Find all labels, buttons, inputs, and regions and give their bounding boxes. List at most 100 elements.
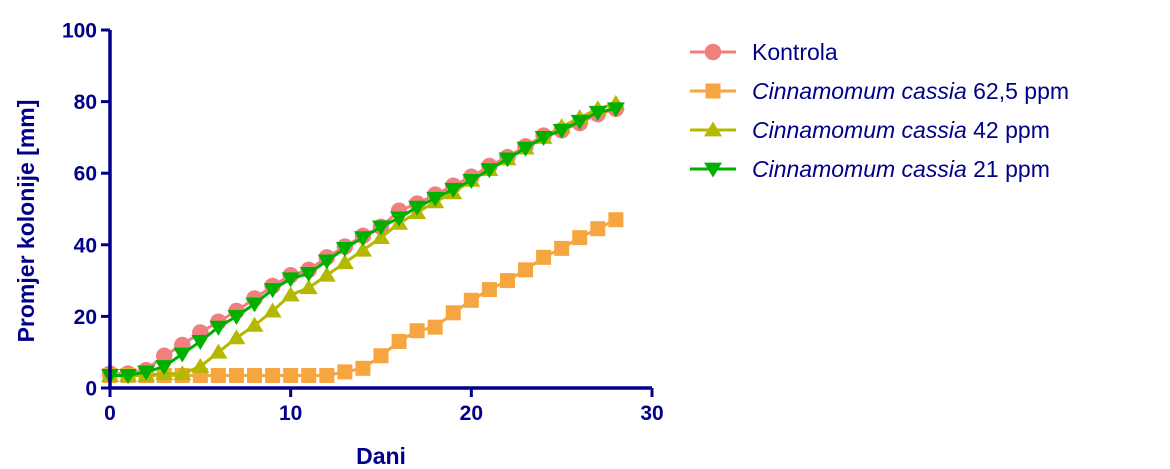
legend-label: Cinnamomum cassia 21 ppm — [752, 156, 1050, 182]
data-point-c625 — [391, 333, 407, 349]
legend-label: Cinnamomum cassia 62,5 ppm — [752, 78, 1069, 104]
x-tick-label: 30 — [640, 402, 663, 425]
data-point-c21 — [119, 369, 138, 385]
data-point-c625 — [518, 262, 534, 278]
data-point-c21 — [263, 283, 282, 299]
data-point-c21 — [534, 130, 553, 146]
data-point-c21 — [227, 309, 246, 325]
plot-area — [101, 94, 625, 385]
data-point-c625 — [373, 348, 389, 364]
y-tick-label: 60 — [74, 163, 97, 186]
data-point-c21 — [588, 105, 607, 121]
legend-item-c42: Cinnamomum cassia 42 ppm — [690, 117, 1050, 143]
data-point-c42 — [191, 357, 210, 373]
data-point-c625 — [265, 367, 281, 383]
x-tick-label: 10 — [279, 402, 302, 425]
data-point-c625 — [355, 360, 371, 376]
data-point-c42 — [299, 279, 318, 295]
y-tick-label: 0 — [85, 378, 97, 401]
data-point-c21 — [552, 123, 571, 139]
data-point-c42 — [335, 254, 354, 270]
data-point-c21 — [353, 231, 372, 247]
legend-label: Cinnamomum cassia 42 ppm — [752, 117, 1050, 143]
data-point-c21 — [209, 320, 228, 336]
data-point-c21 — [444, 182, 463, 198]
data-point-c21 — [498, 152, 517, 168]
legend-label-concentration: 21 ppm — [967, 156, 1050, 182]
data-point-c21 — [462, 173, 481, 189]
data-point-c21 — [335, 241, 354, 257]
data-point-c625 — [427, 319, 443, 335]
legend-label-species: Cinnamomum cassia — [752, 156, 967, 182]
data-point-c21 — [281, 272, 300, 288]
legend-label-concentration: 42 ppm — [967, 117, 1050, 143]
axes: 0 10 20 30 0 20 40 60 80 100 — [62, 20, 664, 426]
data-point-c21 — [137, 365, 156, 381]
data-point-c42 — [245, 316, 264, 332]
y-tick-label: 20 — [74, 306, 97, 329]
legend-item-c625: Cinnamomum cassia 62,5 ppm — [690, 78, 1069, 104]
data-point-c21 — [299, 267, 318, 282]
data-point-c21 — [317, 254, 336, 270]
legend-item-kontrola: Kontrola — [690, 39, 838, 65]
data-point-c42 — [173, 365, 192, 381]
data-point-c21 — [155, 360, 174, 376]
data-point-c625 — [608, 212, 624, 228]
legend-swatch-marker — [705, 83, 721, 99]
data-point-c21 — [390, 211, 409, 227]
data-point-c21 — [191, 335, 210, 351]
legend-label-concentration: 62,5 ppm — [967, 78, 1069, 104]
data-point-c625 — [210, 367, 226, 383]
data-point-c21 — [516, 141, 535, 157]
data-point-c625 — [337, 364, 353, 380]
y-axis-title: Promjer kolonije [mm] — [13, 100, 39, 343]
data-point-c42 — [227, 329, 246, 345]
data-point-c21 — [480, 163, 499, 179]
data-point-c625 — [463, 292, 479, 308]
data-point-c625 — [481, 282, 497, 298]
y-tick-label: 100 — [62, 20, 97, 43]
data-point-c625 — [301, 367, 317, 383]
x-axis-title: Dani — [356, 443, 406, 469]
y-tick-label: 40 — [74, 234, 97, 257]
data-point-c625 — [228, 367, 244, 383]
data-point-c42 — [281, 286, 300, 302]
data-point-c21 — [606, 102, 625, 118]
data-point-c625 — [445, 305, 461, 321]
data-point-c21 — [408, 200, 427, 216]
data-point-c625 — [319, 367, 335, 383]
series-c21 — [101, 102, 625, 385]
data-point-c21 — [372, 220, 390, 236]
legend-swatch-marker — [704, 43, 722, 61]
data-point-c625 — [283, 367, 299, 383]
legend-label-text: Kontrola — [752, 39, 838, 65]
data-point-c21 — [426, 191, 445, 207]
legend-swatch-marker — [704, 162, 722, 178]
y-tick-label: 80 — [74, 91, 97, 114]
data-point-kontrola — [155, 347, 173, 365]
data-point-c21 — [245, 297, 264, 313]
x-tick-label: 0 — [104, 402, 116, 425]
data-point-c42 — [353, 241, 372, 257]
data-point-c21 — [570, 114, 589, 130]
legend-item-c21: Cinnamomum cassia 21 ppm — [690, 156, 1050, 182]
data-point-c625 — [554, 240, 570, 256]
legend-label: Kontrola — [752, 39, 838, 65]
data-point-c42 — [317, 266, 336, 282]
legend-label-species: Cinnamomum cassia — [752, 117, 967, 143]
data-point-c625 — [499, 273, 515, 289]
data-point-c625 — [409, 323, 425, 339]
data-point-c21 — [173, 347, 192, 363]
data-point-c625 — [572, 230, 588, 246]
data-point-c42 — [372, 229, 390, 245]
data-point-c42 — [263, 302, 282, 318]
x-tick-label: 20 — [460, 402, 483, 425]
data-point-c625 — [536, 249, 552, 265]
legend-swatch-marker — [704, 121, 722, 137]
data-point-c42 — [209, 343, 228, 359]
legend-label-species: Cinnamomum cassia — [752, 78, 967, 104]
data-point-c625 — [247, 367, 263, 383]
